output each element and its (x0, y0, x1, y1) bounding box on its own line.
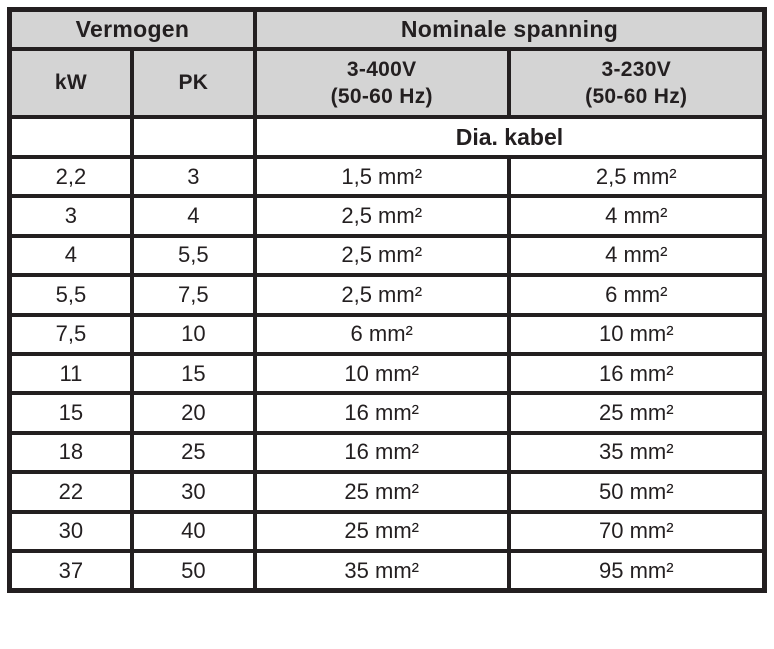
header-kw: kW (7, 47, 134, 119)
empty-cell-pk (129, 115, 257, 159)
cell-dia-400v: 2,5 mm² (252, 233, 511, 278)
cell-pk: 7,5 (129, 273, 257, 317)
table-row: 11 15 10 mm² 16 mm² (7, 351, 767, 396)
table-row: 15 20 16 mm² 25 mm² (7, 391, 767, 435)
table-row: 22 30 25 mm² 50 mm² (7, 470, 767, 514)
cell-pk: 20 (129, 391, 257, 435)
cell-kw: 2,2 (7, 154, 134, 199)
table-row: 30 40 25 mm² 70 mm² (7, 509, 767, 553)
cell-dia-230v: 6 mm² (506, 273, 767, 317)
table-row: 2,2 3 1,5 mm² 2,5 mm² (7, 154, 767, 199)
cell-dia-400v: 25 mm² (252, 509, 511, 553)
column-header-row: kW PK 3-400V (50-60 Hz) 3-230V (50-60 Hz… (7, 47, 767, 119)
header-3-400v: 3-400V (50-60 Hz) (252, 47, 511, 119)
cell-pk: 25 (129, 430, 257, 475)
cell-pk: 10 (129, 312, 257, 356)
cell-dia-230v: 50 mm² (506, 470, 767, 514)
cell-kw: 18 (7, 430, 134, 475)
cable-diameter-table: Vermogen Nominale spanning kW PK 3-400V … (7, 7, 767, 594)
cell-pk: 30 (129, 470, 257, 514)
cell-dia-230v: 2,5 mm² (506, 154, 767, 199)
cell-dia-400v: 2,5 mm² (252, 273, 511, 317)
table-row: 3 4 2,5 mm² 4 mm² (7, 194, 767, 238)
empty-cell-kw (7, 115, 134, 159)
cell-dia-400v: 25 mm² (252, 470, 511, 514)
cell-dia-230v: 35 mm² (506, 430, 767, 475)
table-row: 7,5 10 6 mm² 10 mm² (7, 312, 767, 356)
cell-dia-230v: 95 mm² (506, 548, 767, 593)
cell-dia-230v: 70 mm² (506, 509, 767, 553)
cell-dia-400v: 1,5 mm² (252, 154, 511, 199)
cell-kw: 4 (7, 233, 134, 278)
cell-dia-400v: 6 mm² (252, 312, 511, 356)
cell-dia-230v: 4 mm² (506, 194, 767, 238)
header-3-230v: 3-230V (50-60 Hz) (506, 47, 767, 119)
header-vermogen: Vermogen (7, 7, 257, 51)
header-pk: PK (129, 47, 257, 119)
cell-dia-400v: 35 mm² (252, 548, 511, 593)
cell-pk: 15 (129, 351, 257, 396)
cell-kw: 3 (7, 194, 134, 238)
cell-dia-230v: 25 mm² (506, 391, 767, 435)
table-row: 37 50 35 mm² 95 mm² (7, 548, 767, 593)
cell-kw: 11 (7, 351, 134, 396)
table-row: 4 5,5 2,5 mm² 4 mm² (7, 233, 767, 278)
cell-kw: 37 (7, 548, 134, 593)
dia-kabel-row: Dia. kabel (7, 115, 767, 159)
cell-dia-230v: 10 mm² (506, 312, 767, 356)
cell-kw: 22 (7, 470, 134, 514)
cell-pk: 40 (129, 509, 257, 553)
cell-dia-400v: 16 mm² (252, 430, 511, 475)
table-row: 18 25 16 mm² 35 mm² (7, 430, 767, 475)
cell-dia-230v: 16 mm² (506, 351, 767, 396)
cell-dia-400v: 16 mm² (252, 391, 511, 435)
group-header-row: Vermogen Nominale spanning (7, 7, 767, 51)
cell-kw: 5,5 (7, 273, 134, 317)
table-row: 5,5 7,5 2,5 mm² 6 mm² (7, 273, 767, 317)
cell-kw: 15 (7, 391, 134, 435)
cell-kw: 7,5 (7, 312, 134, 356)
cell-pk: 50 (129, 548, 257, 593)
header-dia-kabel: Dia. kabel (252, 115, 767, 159)
cell-dia-400v: 10 mm² (252, 351, 511, 396)
cell-dia-400v: 2,5 mm² (252, 194, 511, 238)
header-nominale-spanning: Nominale spanning (252, 7, 767, 51)
cell-kw: 30 (7, 509, 134, 553)
cell-pk: 3 (129, 154, 257, 199)
cell-dia-230v: 4 mm² (506, 233, 767, 278)
cell-pk: 4 (129, 194, 257, 238)
cell-pk: 5,5 (129, 233, 257, 278)
